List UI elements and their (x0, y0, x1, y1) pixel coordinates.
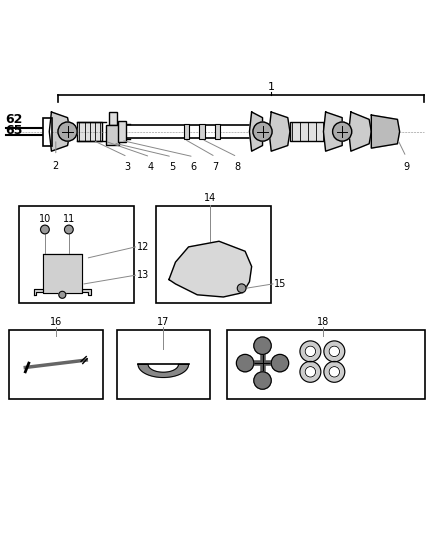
Bar (77, 122, 102, 141)
Bar (118, 120, 126, 142)
Circle shape (64, 225, 73, 234)
Bar (227, 329, 425, 399)
Bar (106, 125, 119, 144)
Text: 6: 6 (191, 162, 197, 172)
Bar (215, 124, 220, 140)
Text: 16: 16 (49, 317, 62, 327)
Circle shape (253, 122, 272, 141)
Polygon shape (49, 112, 70, 151)
Text: 7: 7 (212, 162, 219, 172)
Bar (117, 329, 210, 399)
Text: 10: 10 (39, 214, 51, 224)
Circle shape (59, 292, 66, 298)
Text: 65: 65 (6, 124, 23, 137)
Text: 5: 5 (169, 162, 175, 172)
Bar (199, 124, 205, 140)
Text: 14: 14 (204, 193, 216, 204)
Circle shape (324, 341, 345, 362)
Circle shape (237, 284, 246, 293)
Polygon shape (138, 365, 188, 377)
Text: 11: 11 (63, 214, 75, 224)
Bar (19, 206, 134, 303)
Circle shape (332, 122, 352, 141)
Text: 12: 12 (137, 242, 149, 252)
Circle shape (271, 354, 289, 372)
Bar (156, 206, 271, 303)
Circle shape (324, 361, 345, 382)
Polygon shape (349, 112, 371, 151)
Polygon shape (250, 112, 262, 151)
Text: 4: 4 (147, 162, 153, 172)
Text: 17: 17 (157, 317, 170, 327)
Text: 2: 2 (53, 161, 59, 171)
Circle shape (254, 372, 271, 389)
Text: 18: 18 (317, 317, 329, 327)
Circle shape (329, 346, 339, 357)
Text: 3: 3 (124, 162, 131, 172)
Polygon shape (269, 112, 290, 151)
Polygon shape (323, 112, 342, 151)
Circle shape (58, 122, 77, 141)
Text: 15: 15 (274, 279, 286, 289)
Circle shape (300, 361, 321, 382)
Circle shape (329, 367, 339, 377)
Bar (110, 112, 117, 125)
Text: 13: 13 (137, 270, 149, 280)
Text: 8: 8 (234, 162, 240, 172)
Circle shape (254, 337, 271, 354)
Circle shape (305, 367, 316, 377)
Bar (43, 118, 52, 146)
Text: 62: 62 (6, 113, 23, 126)
Polygon shape (34, 254, 91, 295)
Polygon shape (169, 241, 252, 297)
Circle shape (305, 346, 316, 357)
Text: 1: 1 (268, 82, 275, 92)
Circle shape (300, 341, 321, 362)
Circle shape (237, 354, 254, 372)
Bar (9, 329, 103, 399)
Bar (290, 122, 325, 141)
Text: 9: 9 (403, 162, 409, 172)
Bar (184, 124, 189, 140)
Circle shape (41, 225, 49, 234)
Polygon shape (371, 115, 399, 148)
